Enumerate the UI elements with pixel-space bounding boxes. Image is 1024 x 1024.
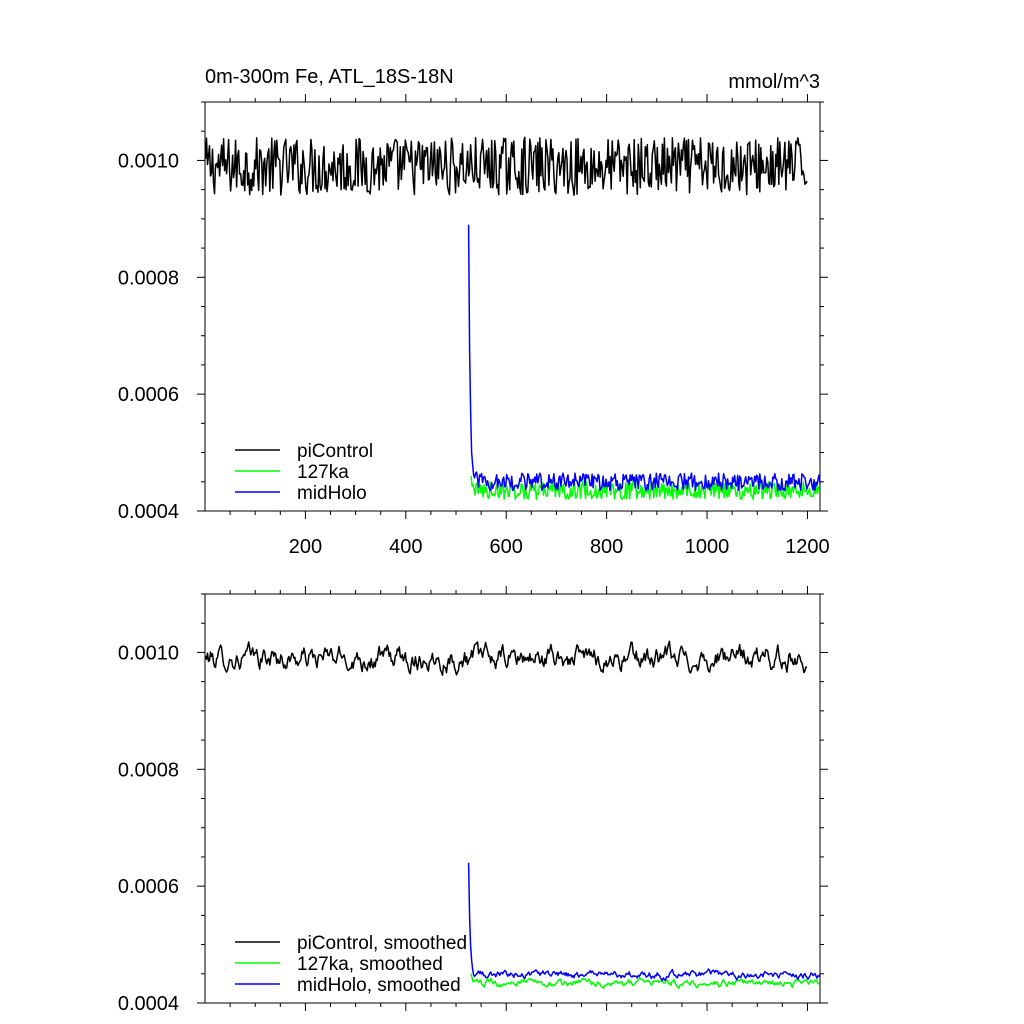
chart-title: 0m-300m Fe, ATL_18S-18N	[205, 66, 454, 88]
legend-label: 127ka	[297, 462, 349, 483]
y-tick-label: 0.0010	[118, 642, 179, 664]
y-tick-label: 0.0004	[118, 993, 179, 1015]
y-tick-label: 0.0010	[118, 150, 179, 172]
series-line-1	[470, 973, 820, 990]
bottom-panel: 0.0004 0.0006 0.0008 0.0010 piControl, smoot…	[118, 586, 828, 1015]
x-tick-label: 800	[590, 536, 623, 558]
legend-label: midHolo	[297, 483, 367, 504]
x-tick-label: 200	[289, 536, 322, 558]
y-tick-label: 0.0006	[118, 876, 179, 898]
legend-label: piControl, smoothed	[297, 933, 467, 954]
legend-label: midHolo, smoothed	[297, 975, 461, 996]
top-panel: 200 400 600 800 1000 1200 0.0004 0.0006 0.0008 0.…	[118, 66, 830, 558]
x-tick-label: 600	[490, 536, 523, 558]
series-line-0	[204, 136, 808, 196]
legend-label: 127ka, smoothed	[297, 954, 443, 975]
series-line-2	[467, 862, 821, 982]
x-tick-label: 1200	[785, 536, 830, 558]
legend-label: piControl	[297, 441, 373, 462]
y-tick-label: 0.0004	[118, 501, 179, 523]
x-tick-label: 400	[389, 536, 422, 558]
x-tick-label: 1000	[685, 536, 730, 558]
series-line-2	[467, 224, 821, 492]
series-line-1	[470, 475, 821, 501]
series-line-0	[204, 640, 808, 676]
units-label: mmol/m^3	[728, 71, 820, 93]
y-tick-label: 0.0006	[118, 384, 179, 406]
y-tick-label: 0.0008	[118, 267, 179, 289]
y-tick-label: 0.0008	[118, 759, 179, 781]
